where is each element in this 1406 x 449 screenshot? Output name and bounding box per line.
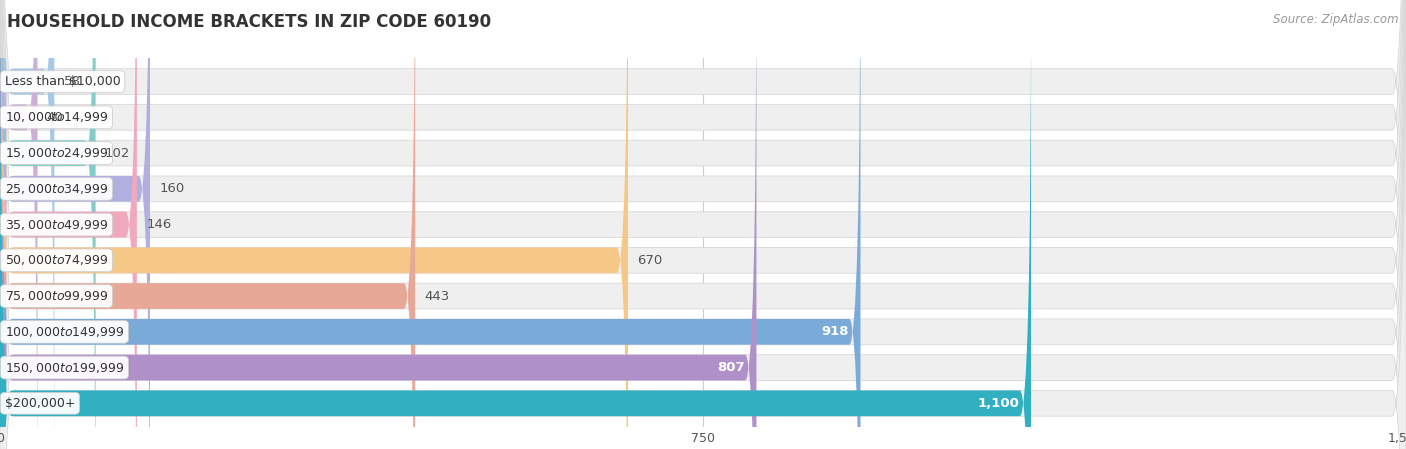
Text: 160: 160	[159, 182, 184, 195]
Text: HOUSEHOLD INCOME BRACKETS IN ZIP CODE 60190: HOUSEHOLD INCOME BRACKETS IN ZIP CODE 60…	[7, 13, 491, 31]
FancyBboxPatch shape	[0, 0, 96, 449]
Text: 146: 146	[146, 218, 172, 231]
Text: 443: 443	[425, 290, 450, 303]
Text: 102: 102	[105, 146, 131, 159]
Text: 1,100: 1,100	[979, 397, 1019, 410]
Text: $50,000 to $74,999: $50,000 to $74,999	[4, 253, 108, 267]
FancyBboxPatch shape	[0, 0, 136, 449]
Text: 807: 807	[717, 361, 745, 374]
Text: $75,000 to $99,999: $75,000 to $99,999	[4, 289, 108, 303]
FancyBboxPatch shape	[0, 0, 55, 449]
FancyBboxPatch shape	[0, 0, 628, 449]
Text: 918: 918	[821, 326, 849, 339]
Text: 40: 40	[46, 111, 63, 124]
Text: $150,000 to $199,999: $150,000 to $199,999	[4, 361, 124, 374]
Text: $35,000 to $49,999: $35,000 to $49,999	[4, 218, 108, 232]
Text: $25,000 to $34,999: $25,000 to $34,999	[4, 182, 108, 196]
FancyBboxPatch shape	[0, 0, 756, 449]
Text: $10,000 to $14,999: $10,000 to $14,999	[4, 110, 108, 124]
FancyBboxPatch shape	[0, 0, 415, 449]
FancyBboxPatch shape	[0, 0, 150, 449]
Text: 58: 58	[63, 75, 80, 88]
Text: $100,000 to $149,999: $100,000 to $149,999	[4, 325, 124, 339]
FancyBboxPatch shape	[0, 0, 38, 449]
Text: Source: ZipAtlas.com: Source: ZipAtlas.com	[1274, 13, 1399, 26]
Text: $15,000 to $24,999: $15,000 to $24,999	[4, 146, 108, 160]
FancyBboxPatch shape	[0, 0, 860, 449]
Text: $200,000+: $200,000+	[4, 397, 75, 410]
FancyBboxPatch shape	[0, 0, 1031, 449]
Text: Less than $10,000: Less than $10,000	[4, 75, 121, 88]
Text: 670: 670	[637, 254, 662, 267]
